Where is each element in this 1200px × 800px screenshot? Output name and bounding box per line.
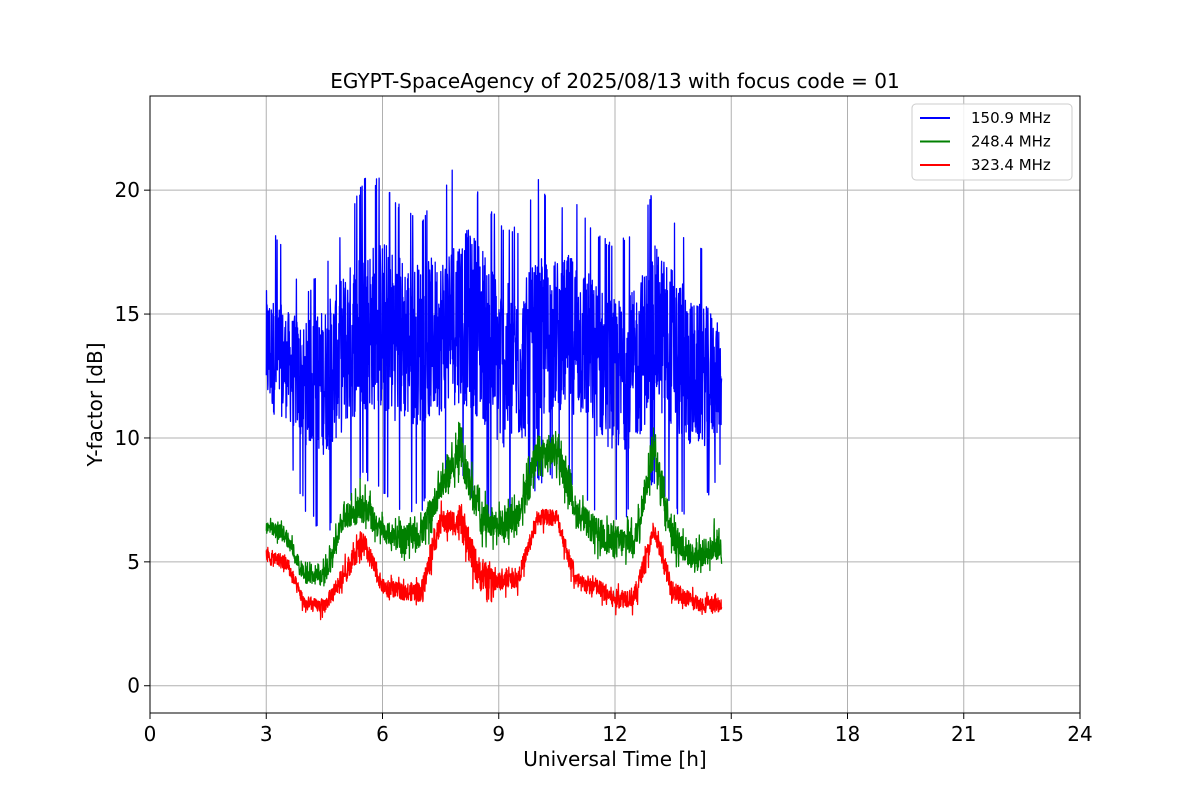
x-tick-label: 9 [492,722,505,746]
legend: 150.9 MHz 248.4 MHz 323.4 MHz [911,103,1073,181]
y-tick-label: 10 [115,426,140,450]
x-tick-label: 24 [1067,722,1092,746]
grid [149,96,1081,713]
x-tick-label: 21 [951,722,976,746]
y-axis-label: Y-factor [dB] [83,342,107,467]
x-tick-label: 0 [144,722,157,746]
x-tick-label: 15 [719,722,744,746]
legend-box [911,103,1073,181]
series-line [265,421,723,587]
series-line [265,169,723,531]
y-tick-label: 0 [127,674,140,698]
legend-label: 150.9 MHz [971,109,1051,127]
x-tick-label: 12 [602,722,627,746]
y-tick-label: 20 [115,178,140,202]
x-tick-label: 18 [835,722,860,746]
series-line [265,500,723,621]
y-tick-label: 15 [115,302,140,326]
y-tick-label: 5 [127,550,140,574]
legend-label: 323.4 MHz [971,156,1051,174]
chart-title: EGYPT-SpaceAgency of 2025/08/13 with foc… [330,69,899,93]
x-tick-label: 6 [376,722,389,746]
legend-label: 248.4 MHz [971,133,1051,151]
series-group [265,169,723,621]
ticks: 0 3 6 9 12 15 18 21 24 0 5 10 15 20 [115,178,1093,746]
x-axis-label: Universal Time [h] [523,747,706,771]
x-tick-label: 3 [260,722,273,746]
